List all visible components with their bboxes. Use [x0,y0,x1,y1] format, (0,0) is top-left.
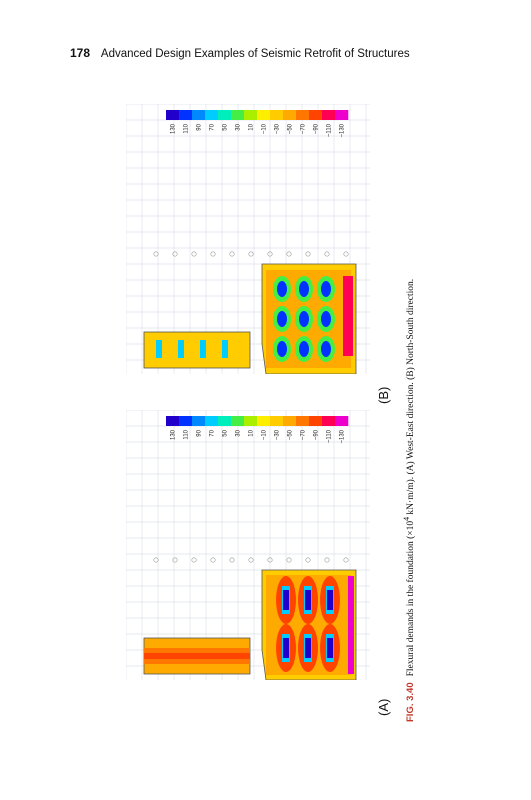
legend-tick-label: 110 [184,123,190,133]
legend-swatch [309,110,323,120]
grid-axis-marker [343,251,349,257]
legend-swatch [283,416,297,426]
grid-lines [126,104,370,374]
legend-tick-label: −70 [301,429,307,440]
legend-tick-label: 90 [197,429,203,436]
grid-axis-marker [286,251,292,257]
legend-tick-label: 90 [197,123,203,130]
page-number: 178 [70,46,91,60]
figure-number: FIG. 3.40 [405,682,417,722]
legend-swatch [335,110,349,120]
contour-plot-b: 130 110 90 70 50 30 10 −10 −30 −50 −70 −90 −110 −130 [126,104,370,374]
legend-swatch [166,416,180,426]
legend-swatch [270,110,284,120]
foundation-contour-a [143,569,357,680]
grid-axis-marker [248,251,254,257]
color-legend-a: 130 110 90 70 50 30 10 −10 −30 −50 −70 −90 −110 −130 [166,416,349,444]
legend-tick-label: −110 [327,123,333,137]
legend-tick-label: −90 [314,123,320,134]
legend-tick-label: 110 [184,429,190,439]
legend-tick-label: 30 [236,429,242,436]
grid-axis-marker [153,557,159,563]
legend-swatch [322,110,336,120]
grid-axis-marker [286,557,292,563]
legend-swatch [257,110,271,120]
legend-tick-label: −10 [262,429,268,440]
color-legend-b: 130 110 90 70 50 30 10 −10 −30 −50 −70 −90 −110 −130 [166,110,349,138]
legend-tick-label: −130 [340,123,346,137]
legend-swatch [296,110,310,120]
legend-swatch [270,416,284,426]
legend-swatch [257,416,271,426]
grid-axis-marker [324,557,330,563]
grid-axis-marker [153,251,159,257]
grid-axis-marker [191,557,197,563]
grid-axis-marker [210,251,216,257]
figure-panel-a: 130 110 90 70 50 30 10 −10 −30 −50 −70 −90 −110 −130 [126,410,370,680]
contour-plot-a: 130 110 90 70 50 30 10 −10 −30 −50 −70 −90 −110 −130 [126,410,370,680]
legend-tick-label: −110 [327,429,333,443]
legend-tick-label: 70 [210,123,216,130]
legend-tick-label: 50 [223,123,229,130]
legend-tick-label: 130 [171,123,177,134]
legend-swatch [244,416,258,426]
grid-axis-marker [267,251,273,257]
panel-label-a: (A) [376,698,391,716]
panel-label-b: (B) [376,386,391,404]
grid-axis-marker [210,557,216,563]
legend-tick-label: −50 [288,429,294,440]
figure-caption: FIG. 3.40 Flexural demands in the foundat… [402,279,416,722]
caption-text-after: kN·m/m). (A) West-East direction. (B) No… [406,278,417,517]
legend-tick-label: 30 [236,123,242,130]
caption-text: Flexural demands in the foundation (×10 [406,520,417,677]
legend-tick-label: −90 [314,429,320,440]
legend-tick-label: −30 [275,123,281,134]
legend-tick-label: −30 [275,429,281,440]
legend-tick-label: 10 [249,429,255,436]
legend-tick-label: 70 [210,429,216,436]
legend-swatch [218,110,232,120]
legend-swatch [335,416,349,426]
grid-axis-marker [305,557,311,563]
legend-swatch [192,110,206,120]
grid-axis-marker [172,251,178,257]
legend-swatch [166,110,180,120]
legend-swatch [309,416,323,426]
legend-swatch [322,416,336,426]
grid-axis-marker [305,251,311,257]
legend-tick-label: −50 [288,123,294,134]
grid-axis-marker [324,251,330,257]
legend-swatch [231,110,245,120]
legend-swatch [283,110,297,120]
legend-swatch [218,416,232,426]
legend-swatch [205,110,219,120]
grid-axis-marker [267,557,273,563]
legend-swatch [296,416,310,426]
running-header: 178 Advanced Design Examples of Seismic … [70,46,410,60]
grid-axis-marker [248,557,254,563]
legend-swatch [179,110,193,120]
running-title: Advanced Design Examples of Seismic Retr… [100,48,410,60]
legend-swatch [231,416,245,426]
legend-swatch [205,416,219,426]
legend-swatch [244,110,258,120]
legend-tick-label: −70 [301,123,307,134]
foundation-contour-b [143,263,357,374]
legend-tick-label: −10 [262,123,268,134]
legend-swatch [179,416,193,426]
grid-axis-marker [229,251,235,257]
legend-swatch [192,416,206,426]
legend-tick-label: 10 [249,123,255,130]
caption-superscript: 4 [402,516,411,521]
grid-axis-marker [229,557,235,563]
grid-axis-marker [191,251,197,257]
figure-panel-b: 130 110 90 70 50 30 10 −10 −30 −50 −70 −90 −110 −130 [126,104,370,374]
legend-tick-label: 50 [223,429,229,436]
legend-tick-label: 130 [171,429,177,440]
grid-axis-marker [172,557,178,563]
grid-axis-marker [343,557,349,563]
legend-tick-label: −130 [340,429,346,443]
